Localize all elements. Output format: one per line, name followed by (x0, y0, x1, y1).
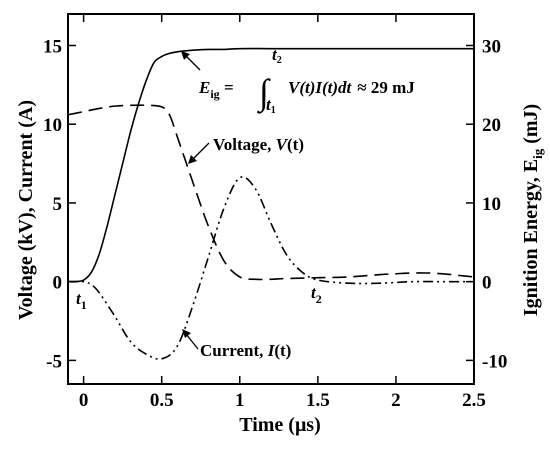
svg-text:V(t)I(t)dt≈ 29 mJ: V(t)I(t)dt ≈ 29 mJ (288, 78, 415, 97)
plot-frame (67, 13, 475, 385)
y-right-tick-label: 0 (482, 273, 492, 294)
energy-arrow (181, 51, 201, 71)
y-left-tick-label: -5 (46, 351, 62, 372)
svg-text:t1: t1 (266, 95, 276, 116)
x-tick-label: 1 (235, 390, 245, 411)
x-tick-label: 0 (79, 390, 89, 411)
y-axis-right-title: Ignition Energy, Eig (mJ) (520, 104, 545, 316)
current-arrow (182, 329, 199, 350)
y-axis-left-title: Voltage (kV), Current (A) (15, 100, 37, 320)
y-right-tick-label: 30 (482, 36, 501, 57)
voltage-arrow (188, 142, 210, 164)
t1-label: t1 (76, 289, 87, 312)
y-left-tick-label: 5 (53, 194, 63, 215)
y-left-tick-label: 10 (43, 115, 62, 136)
y-right-tick-label: 20 (482, 115, 501, 136)
voltage-label: Voltage, V(t) (213, 135, 304, 154)
x-axis-title: Time (μs) (239, 414, 321, 436)
energy-equation: Eig = ∫ t2 t1 V(t)I(t)dt ≈ 29 mJ (198, 45, 415, 116)
t2-label: t2 (311, 283, 322, 306)
x-tick-label: 0.5 (150, 390, 174, 411)
current-series-line (68, 176, 474, 360)
y-left-tick-label: 0 (53, 273, 63, 294)
x-tick-label: 2.5 (462, 390, 486, 411)
integral-sign: ∫ (257, 72, 271, 114)
voltage-series-line (68, 104, 474, 281)
current-label: Current, I(t) (200, 341, 291, 360)
x-tick-label: 1.5 (306, 390, 330, 411)
y-left-tick-label: 15 (43, 36, 62, 57)
svg-text:Eig =: Eig = (198, 78, 234, 101)
y-right-tick-label: 10 (482, 194, 501, 215)
energy-series-line (68, 47, 474, 283)
y-right-tick-label: -10 (482, 351, 507, 372)
x-tick-label: 2 (391, 390, 401, 411)
svg-text:t2: t2 (272, 45, 282, 66)
